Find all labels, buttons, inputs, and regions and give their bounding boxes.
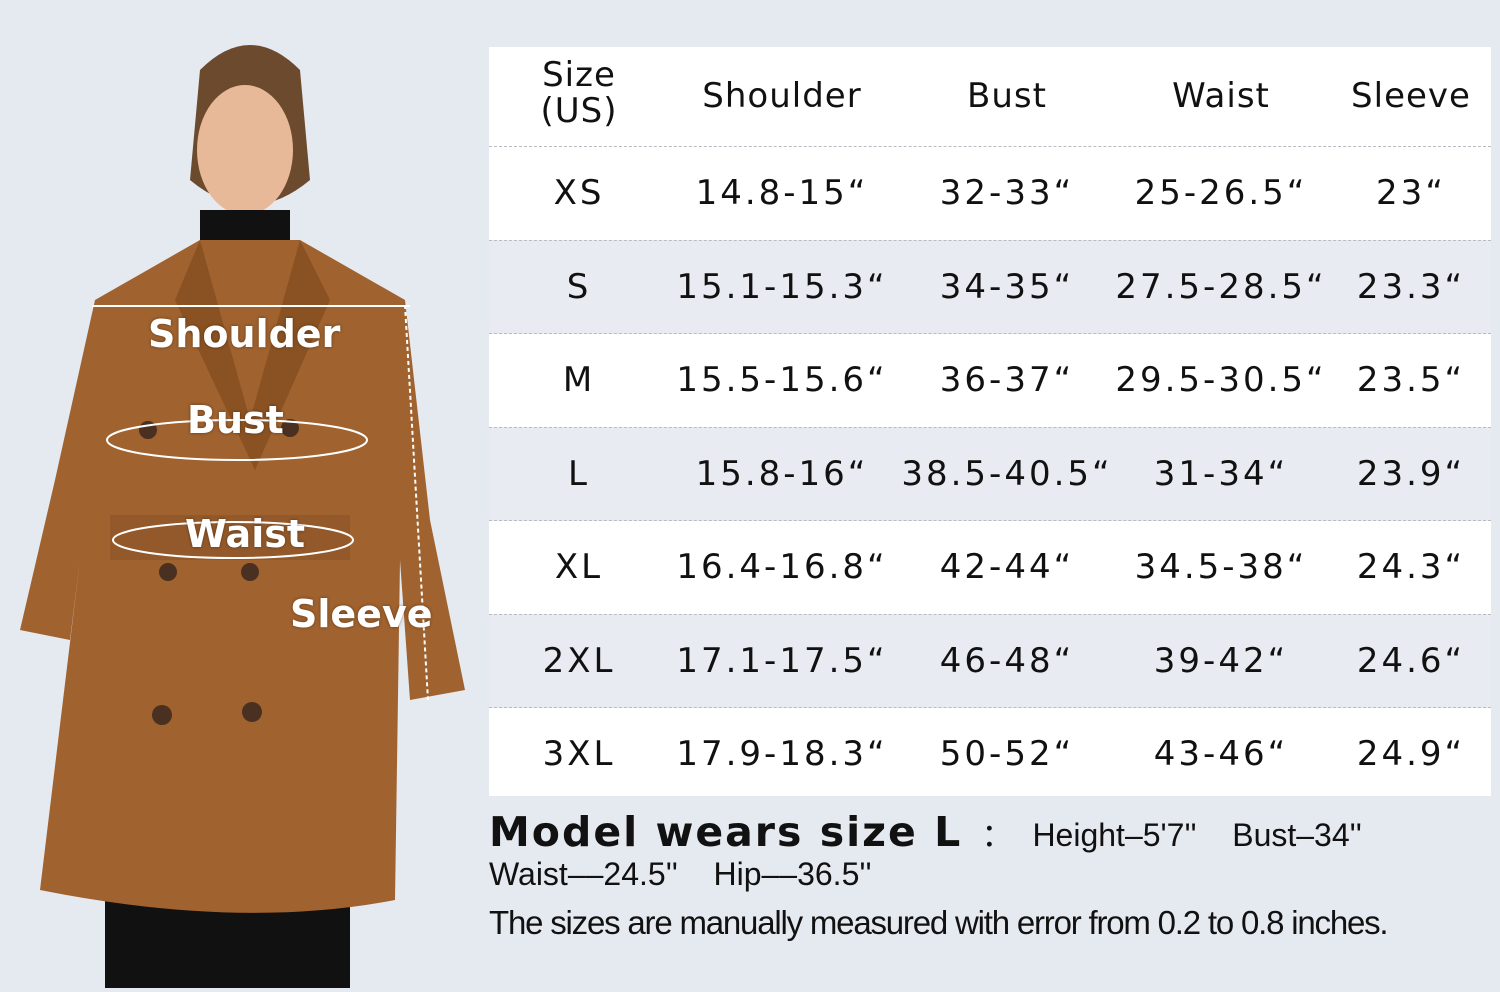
cell-size: XL bbox=[554, 547, 604, 587]
cell-sleeve: 24.6“ bbox=[1356, 640, 1466, 681]
table-row: 2XL 17.1-17.5“ 46-48“ 39-42“ 24.6“ bbox=[489, 613, 1491, 708]
cell-bust: 36-37“ bbox=[939, 360, 1075, 400]
cell-sleeve: 23.9“ bbox=[1356, 453, 1466, 494]
cell-bust: 42-44“ bbox=[939, 547, 1075, 587]
table-row: 3XL 17.9-18.3“ 50-52“ 43-46“ 24.9“ bbox=[489, 707, 1491, 801]
cell-bust: 32-33“ bbox=[939, 173, 1075, 213]
cell-waist: 43-46“ bbox=[1153, 734, 1289, 774]
model-info-colon: ： bbox=[981, 817, 1014, 853]
bust-label: Bust bbox=[187, 398, 284, 442]
model-illustration bbox=[20, 45, 465, 988]
cell-size: L bbox=[568, 453, 590, 494]
header-waist: Waist bbox=[1172, 76, 1270, 116]
header-size-line1: Size bbox=[542, 55, 616, 95]
header-sleeve: Sleeve bbox=[1351, 76, 1471, 116]
cell-sleeve: 24.3“ bbox=[1356, 547, 1466, 587]
cell-shoulder: 15.5-15.6“ bbox=[676, 360, 888, 400]
header-shoulder: Shoulder bbox=[702, 76, 862, 116]
model-info: Model wears size L ： Height–5'7'' Bust–3… bbox=[489, 808, 1362, 856]
disclaimer: The sizes are manually measured with err… bbox=[489, 904, 1389, 941]
model-size-title: Model wears size L bbox=[489, 808, 963, 856]
cell-size: XS bbox=[553, 173, 605, 213]
waist-label: Waist bbox=[185, 512, 306, 556]
cell-sleeve: 24.9“ bbox=[1356, 734, 1466, 774]
table-row: XL 16.4-16.8“ 42-44“ 34.5-38“ 24.3“ bbox=[489, 520, 1491, 614]
cell-sleeve: 23“ bbox=[1376, 173, 1446, 213]
sleeve-label: Sleeve bbox=[290, 592, 433, 636]
table-row: M 15.5-15.6“ 36-37“ 29.5-30.5“ 23.5“ bbox=[489, 333, 1491, 427]
cell-bust: 38.5-40.5“ bbox=[901, 453, 1113, 494]
cell-shoulder: 15.1-15.3“ bbox=[676, 266, 888, 307]
cell-waist: 34.5-38“ bbox=[1134, 547, 1308, 587]
cell-bust: 34-35“ bbox=[939, 266, 1075, 307]
cell-shoulder: 16.4-16.8“ bbox=[676, 547, 888, 587]
cell-shoulder: 17.9-18.3“ bbox=[676, 734, 888, 774]
shoulder-label: Shoulder bbox=[148, 312, 341, 356]
table-row: L 15.8-16“ 38.5-40.5“ 31-34“ 23.9“ bbox=[489, 426, 1491, 521]
model-measurements-2: Waist––24.5'' Hip––36.5'' bbox=[489, 856, 872, 892]
table-row: XS 14.8-15“ 32-33“ 25-26.5“ 23“ bbox=[489, 146, 1491, 240]
model-measurements-1: Height–5'7'' Bust–34'' bbox=[1032, 817, 1362, 853]
header-size: Size (US) bbox=[541, 57, 618, 129]
table-header: Size (US) Shoulder Bust Waist Sleeve bbox=[489, 47, 1491, 146]
header-size-line2: (US) bbox=[540, 91, 618, 131]
cell-sleeve: 23.5“ bbox=[1356, 360, 1466, 400]
cell-waist: 29.5-30.5“ bbox=[1115, 360, 1327, 400]
cell-sleeve: 23.3“ bbox=[1356, 266, 1466, 307]
cell-waist: 25-26.5“ bbox=[1134, 173, 1308, 213]
cell-shoulder: 14.8-15“ bbox=[695, 173, 869, 213]
table-row: S 15.1-15.3“ 34-35“ 27.5-28.5“ 23.3“ bbox=[489, 239, 1491, 334]
model-photo: Shoulder Bust Waist Sleeve bbox=[0, 0, 490, 988]
cell-size: M bbox=[562, 360, 596, 400]
cell-bust: 46-48“ bbox=[939, 640, 1075, 681]
cell-size: 2XL bbox=[542, 640, 616, 681]
cell-shoulder: 17.1-17.5“ bbox=[676, 640, 888, 681]
cell-size: S bbox=[566, 266, 592, 307]
header-bust: Bust bbox=[967, 76, 1047, 116]
cell-waist: 31-34“ bbox=[1153, 453, 1289, 494]
cell-waist: 39-42“ bbox=[1153, 640, 1289, 681]
cell-waist: 27.5-28.5“ bbox=[1115, 266, 1327, 307]
cell-bust: 50-52“ bbox=[939, 734, 1075, 774]
cell-size: 3XL bbox=[542, 734, 616, 774]
size-table: Size (US) Shoulder Bust Waist Sleeve XS 1… bbox=[489, 47, 1491, 796]
cell-shoulder: 15.8-16“ bbox=[695, 453, 869, 494]
